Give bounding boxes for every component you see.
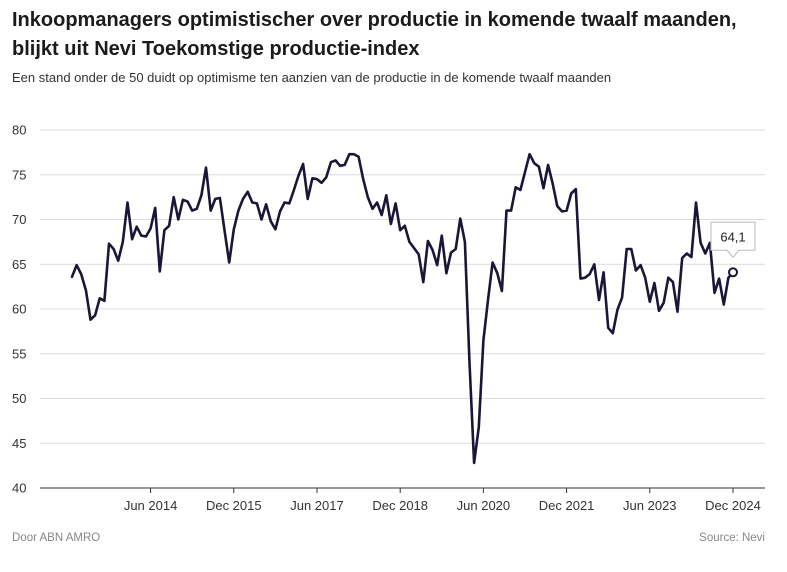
y-tick-label-60: 60 — [12, 302, 26, 317]
y-tick-label-70: 70 — [12, 212, 26, 227]
source-text: Source: Nevi — [699, 532, 765, 544]
y-tick-label-50: 50 — [12, 391, 26, 406]
credit-text: Door ABN AMRO — [12, 532, 101, 544]
x-tick-label-7: Dec 2024 — [705, 498, 761, 513]
x-tick-label-0: Jun 2014 — [124, 498, 178, 513]
annotation-tooltip — [710, 221, 756, 259]
chart-subtitle: Een stand onder de 50 duidt op optimisme… — [12, 70, 612, 85]
series-group — [70, 152, 735, 465]
gridlines — [40, 129, 765, 444]
x-tick-label-2: Jun 2017 — [290, 498, 344, 513]
x-tick-label-1: Dec 2015 — [206, 498, 262, 513]
y-tick-label-40: 40 — [12, 481, 26, 496]
y-tick-label-45: 45 — [12, 436, 26, 451]
annotation-marker — [728, 267, 738, 278]
y-axis-ticks: 40 45 50 55 60 65 70 75 80 — [12, 123, 26, 496]
chart-title: Inkoopmanagers optimistischer over produ… — [12, 9, 737, 60]
y-tick-label-75: 75 — [12, 167, 26, 182]
annotation-label: 64,1 — [720, 229, 745, 244]
y-tick-label-65: 65 — [12, 257, 26, 272]
series-line-0 — [70, 152, 735, 465]
x-tick-label-4: Jun 2020 — [457, 498, 511, 513]
annotation-group: 64,1 — [710, 221, 756, 278]
y-tick-label-80: 80 — [12, 123, 26, 138]
x-axis-ticks: Jun 2014 Dec 2015 Jun 2017 Dec 2018 Jun 2020… — [124, 488, 761, 513]
x-tick-label-5: Dec 2021 — [539, 498, 595, 513]
x-tick-label-3: Dec 2018 — [372, 498, 428, 513]
y-tick-label-55: 55 — [12, 346, 26, 361]
x-tick-label-6: Jun 2023 — [623, 498, 677, 513]
